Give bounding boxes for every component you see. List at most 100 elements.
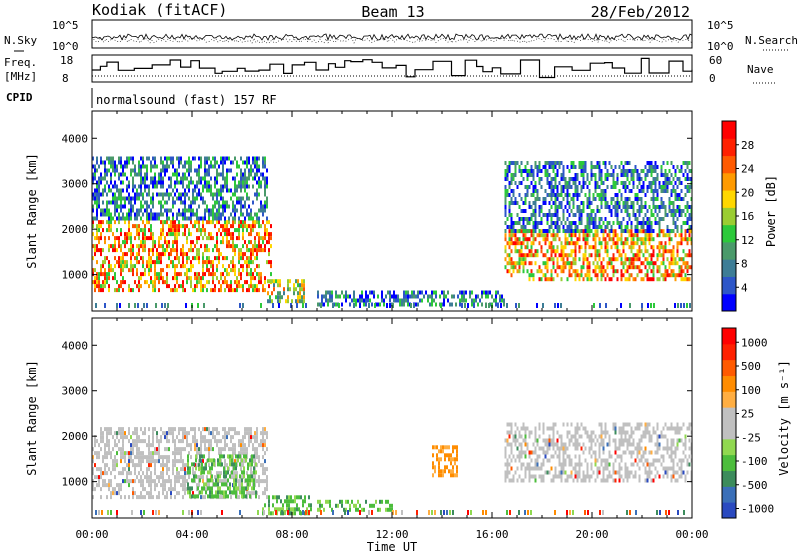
heatmap-cell	[564, 177, 567, 181]
heatmap-cell	[248, 248, 250, 253]
heatmap-cell	[234, 471, 236, 476]
heatmap-cell	[510, 177, 513, 181]
heatmap-cell	[244, 435, 246, 440]
heatmap-cell	[200, 451, 202, 456]
heatmap-cell	[512, 189, 515, 193]
heatmap-cell	[463, 290, 465, 295]
heatmap-cell	[148, 248, 150, 253]
heatmap-cell	[510, 233, 513, 238]
heatmap-cell	[614, 165, 617, 169]
heatmap-cell	[506, 470, 509, 475]
heatmap-cell	[512, 233, 515, 238]
heatmap-cell	[640, 241, 643, 246]
heatmap-cell	[244, 168, 246, 173]
heatmap-cell	[622, 245, 625, 250]
heatmap-cell	[546, 446, 549, 451]
heatmap-cell	[524, 253, 527, 258]
heatmap-cell	[122, 264, 124, 269]
heatmap-cell	[122, 172, 124, 177]
heatmap-cell	[508, 225, 511, 229]
heatmap-cell	[264, 288, 266, 293]
heatmap-cell	[122, 451, 124, 456]
heatmap-cell	[558, 229, 561, 233]
heatmap-cell	[632, 205, 635, 209]
heatmap-cell	[218, 256, 220, 261]
heatmap-cell	[413, 290, 415, 295]
heatmap-cell	[495, 294, 497, 299]
heatmap-cell	[212, 276, 214, 281]
heatmap-cell	[262, 160, 264, 165]
heatmap-cell	[130, 268, 132, 273]
heatmap-cell	[198, 276, 200, 281]
heatmap-cell	[220, 212, 222, 217]
heatmap-cell	[154, 479, 156, 484]
heatmap-cell	[510, 217, 513, 221]
heatmap-cell	[658, 233, 661, 238]
heatmap-cell	[191, 494, 193, 499]
heatmap-cell	[172, 459, 174, 464]
heatmap-cell	[170, 192, 172, 197]
heatmap-cell	[582, 237, 585, 242]
heatmap-cell	[656, 253, 659, 258]
heatmap-cell	[96, 467, 98, 472]
heatmap-cell	[92, 164, 94, 169]
heatmap-cell	[264, 503, 266, 508]
heatmap-cell	[254, 224, 256, 229]
heatmap-cell	[218, 280, 220, 285]
heatmap-cell	[662, 173, 665, 177]
heatmap-cell	[240, 212, 242, 217]
heatmap-cell	[510, 478, 513, 483]
heatmap-cell	[187, 486, 189, 491]
heatmap-cell	[668, 241, 671, 246]
heatmap-cell	[254, 439, 256, 444]
heatmap-cell	[632, 277, 635, 282]
heatmap-cell	[522, 177, 525, 181]
heatmap-cell	[120, 487, 122, 492]
heatmap-cell	[487, 290, 489, 295]
heatmap-cell	[652, 249, 655, 254]
heatmap-cell	[219, 474, 221, 479]
heatmap-cell	[432, 473, 434, 478]
heatmap-cell	[242, 303, 244, 308]
heatmap-cell	[526, 177, 529, 181]
heatmap-cell	[602, 257, 605, 262]
heatmap-cell	[126, 188, 128, 193]
heatmap-cell	[108, 431, 110, 436]
heatmap-cell	[164, 303, 166, 308]
heatmap-cell	[112, 459, 114, 464]
heatmap-cell	[329, 290, 331, 295]
heatmap-cell	[212, 216, 214, 221]
heatmap-cell	[218, 200, 220, 205]
heatmap-cell	[116, 459, 118, 464]
heatmap-cell	[243, 474, 245, 479]
colorbar-swatch	[722, 155, 736, 174]
heatmap-cell	[124, 232, 126, 237]
heatmap-cell	[666, 181, 669, 185]
heatmap-cell	[128, 451, 130, 456]
heatmap-cell	[514, 249, 517, 254]
heatmap-cell	[658, 205, 661, 209]
heatmap-cell	[335, 294, 337, 299]
heatmap-cell	[122, 455, 124, 460]
heatmap-cell	[142, 495, 144, 500]
heatmap-cell	[278, 495, 280, 500]
heatmap-cell	[130, 447, 132, 452]
heatmap-cell	[596, 233, 599, 238]
heatmap-cell	[301, 279, 303, 284]
heatmap-cell	[142, 180, 144, 185]
heatmap-cell	[689, 303, 691, 308]
heatmap-cell	[266, 467, 268, 472]
heatmap-cell	[180, 475, 182, 480]
heatmap-cell	[114, 164, 116, 169]
heatmap-cell	[684, 233, 687, 238]
heatmap-cell	[557, 303, 559, 308]
heatmap-cell	[148, 236, 150, 241]
heatmap-cell	[114, 220, 116, 225]
heatmap-cell	[438, 473, 440, 478]
heatmap-cell	[144, 495, 146, 500]
heatmap-cell	[308, 503, 310, 508]
heatmap-cell	[98, 164, 100, 169]
heatmap-cell	[98, 288, 100, 293]
heatmap-cell	[566, 193, 569, 197]
heatmap-cell	[120, 284, 122, 289]
